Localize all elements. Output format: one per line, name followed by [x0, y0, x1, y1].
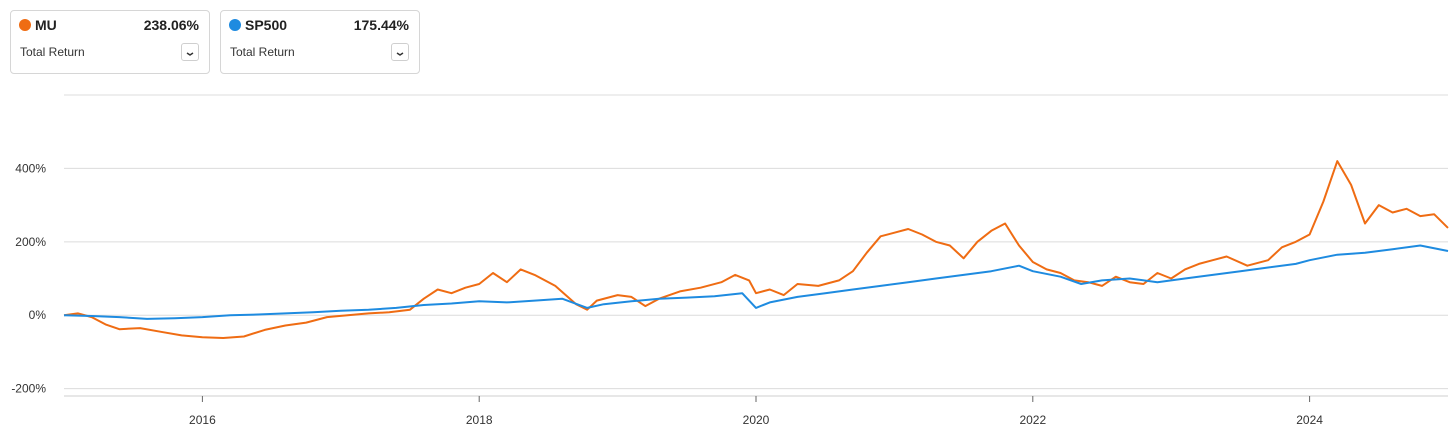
y-tick-label: 0% — [29, 308, 47, 322]
x-tick-label: 2024 — [1296, 413, 1323, 427]
series-color-dot — [229, 19, 241, 31]
x-tick-label: 2022 — [1019, 413, 1046, 427]
x-tick-label: 2020 — [743, 413, 770, 427]
series-symbol: MU — [35, 17, 57, 33]
y-tick-label: -200% — [11, 382, 46, 396]
series-line-sp500 — [63, 244, 1449, 320]
legend-card-mu[interactable]: MU 238.06% Total Return — [10, 10, 210, 74]
series-total-return-value: 238.06% — [143, 17, 199, 33]
series-symbol: SP500 — [245, 17, 288, 33]
series-total-return-value: 175.44% — [353, 17, 409, 33]
series-line-mu — [63, 160, 1449, 339]
series-metric-label: Total Return — [20, 45, 85, 59]
series-color-dot — [19, 19, 31, 31]
chevron-down-icon[interactable] — [391, 43, 409, 61]
y-tick-label: 400% — [15, 161, 46, 175]
y-tick-label: 200% — [15, 235, 46, 249]
x-tick-label: 2018 — [466, 413, 493, 427]
chevron-down-icon[interactable] — [181, 43, 199, 61]
legend-card-sp500[interactable]: SP500 175.44% Total Return — [220, 10, 420, 74]
series-metric-label: Total Return — [230, 45, 295, 59]
x-tick-label: 2016 — [189, 413, 216, 427]
